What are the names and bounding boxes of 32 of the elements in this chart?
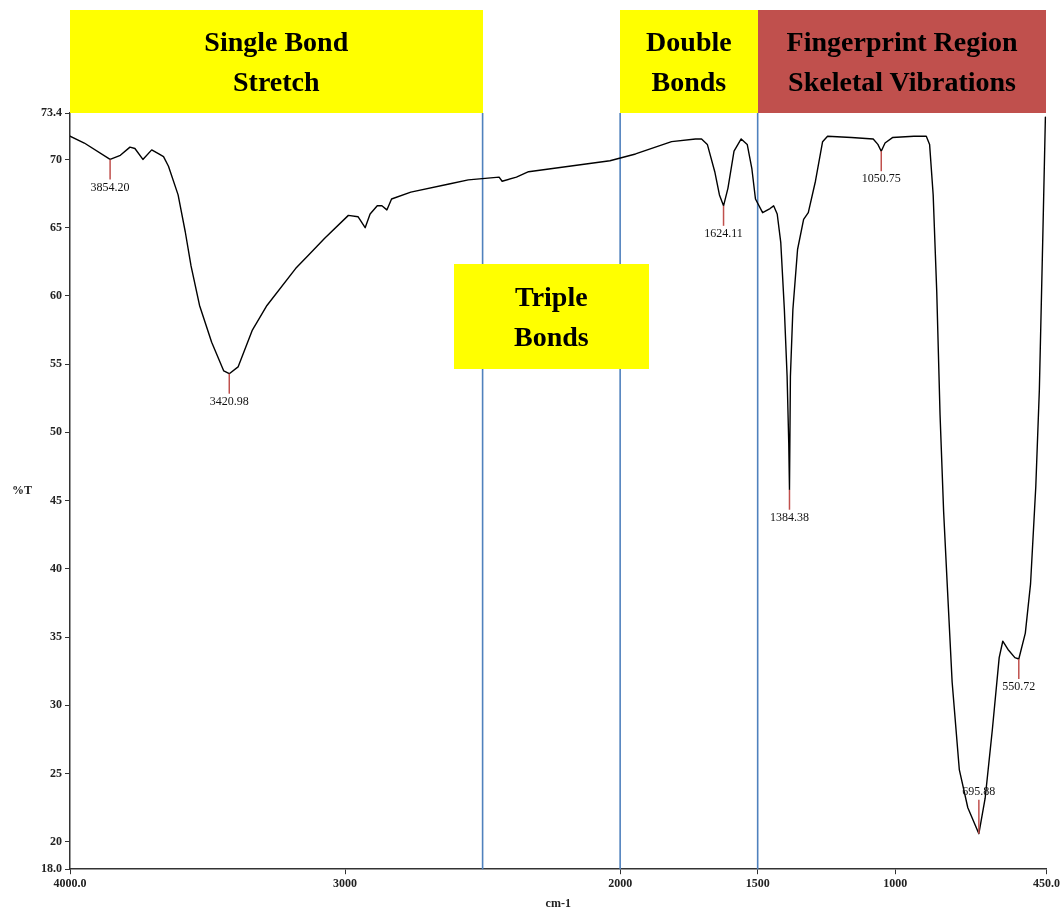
x-tick-label: 4000.0 xyxy=(53,876,87,891)
y-tick-label: 50 xyxy=(50,424,62,439)
label-box: Triple Bonds xyxy=(454,264,649,370)
y-tick-label: 18.0 xyxy=(41,861,62,876)
annotation: 1384.38 xyxy=(769,509,809,524)
label-box: Fingerprint Region Skeletal Vibrations xyxy=(757,10,1047,113)
x-tick-label: 450.0 xyxy=(1033,876,1060,891)
label-box: Single Bond Stretch xyxy=(70,10,483,113)
y-tick-label: 73.4 xyxy=(41,105,62,120)
y-axis-title: %T xyxy=(12,483,33,498)
y-tick-label: 60 xyxy=(50,288,62,302)
x-tick-label: 1000 xyxy=(883,876,908,891)
y-tick-label: 25 xyxy=(50,765,62,780)
x-axis-title: cm-1 xyxy=(545,895,571,910)
label-box: Double Bonds xyxy=(620,10,758,113)
y-tick-label: 40 xyxy=(50,561,62,575)
x-tick-label: 2000 xyxy=(608,876,633,891)
annotation: 3420.98 xyxy=(209,393,249,408)
annotation: Triple Bonds xyxy=(513,279,589,354)
y-tick-label: 30 xyxy=(50,697,62,712)
x-tick-label: 1500 xyxy=(745,876,770,891)
annotation: 550.72 xyxy=(1002,679,1036,694)
y-tick-label: 65 xyxy=(50,219,62,234)
x-tick-label: 3000 xyxy=(333,876,358,891)
y-tick-label: 70 xyxy=(50,151,62,166)
annotation: 3854.20 xyxy=(90,179,130,194)
annotation: 1050.75 xyxy=(861,171,901,186)
annotation: 1624.11 xyxy=(704,225,743,240)
y-tick-label: 35 xyxy=(50,629,62,644)
y-tick-label: 45 xyxy=(50,492,62,507)
y-tick-label: 20 xyxy=(50,833,62,848)
y-tick-label: 55 xyxy=(50,356,62,371)
